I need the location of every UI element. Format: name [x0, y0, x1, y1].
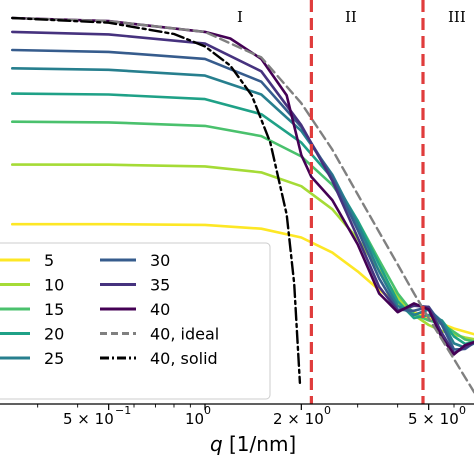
legend-entry-40: 40: [100, 300, 170, 319]
x-tick-label-3-exponent: 0: [459, 404, 466, 417]
legend-entry-40-solid: 40, solid: [100, 349, 218, 368]
legend-label-5: 5: [44, 251, 54, 270]
legend-label-40: 40: [150, 300, 170, 319]
legend-entry-35: 35: [100, 276, 170, 295]
x-tick-label-1-exponent: 0: [204, 404, 211, 417]
legend-label-25: 25: [44, 349, 64, 368]
x-tick-label-0-exponent: −1: [115, 404, 131, 417]
x-axis-label: q [1/nm]: [210, 432, 296, 456]
region-label-ii: II: [345, 8, 357, 26]
legend-entry-5: 5: [0, 251, 54, 270]
legend-entry-40-ideal: 40, ideal: [100, 325, 219, 344]
x-tick-label-0: 5 × 10 −1: [63, 404, 131, 428]
marker-layer: [309, 0, 425, 404]
legend-label-40-ideal: 40, ideal: [150, 325, 219, 344]
series-layer: [11, 16, 474, 395]
region-label-iii: III: [448, 8, 466, 26]
region-label-i: I: [237, 8, 243, 26]
x-tick-label-2: 2 × 10 0: [273, 404, 331, 428]
x-tick-label-2-exponent: 0: [324, 404, 331, 417]
legend-label-40-solid: 40, solid: [150, 349, 218, 368]
x-axis-label-unit: [1/nm]: [229, 432, 296, 456]
legend-entries: 5 10 15 20 25 30 35 40 40, ideal 40, solid: [0, 251, 219, 368]
x-tick-label-0-base: 5 × 10: [63, 410, 114, 428]
x-tick-label-1: 10 0: [185, 404, 211, 428]
series-line-30: [11, 48, 474, 351]
series-line-40-solid: [11, 16, 302, 384]
series-line-25: [11, 67, 474, 349]
legend-entry-15: 15: [0, 300, 64, 319]
x-tick-label-3-base: 5 × 10: [408, 410, 459, 428]
x-tick-label-1-base: 10: [185, 410, 204, 428]
x-axis-label-variable: q: [210, 432, 223, 456]
series-line-20: [11, 92, 474, 346]
legend-label-30: 30: [150, 251, 170, 270]
plot-area: [11, 0, 474, 404]
legend-entry-10: 10: [0, 276, 64, 295]
legend-label-20: 20: [44, 325, 64, 344]
legend-label-15: 15: [44, 300, 64, 319]
legend-entry-30: 30: [100, 251, 170, 270]
series-line-35: [11, 30, 474, 355]
series-line-40-ideal: [11, 16, 474, 395]
x-tick-label-2-base: 2 × 10: [273, 410, 324, 428]
x-tick-label-3: 5 × 10 0: [408, 404, 466, 428]
legend-box: [0, 242, 271, 400]
legend-entry-20: 20: [0, 325, 64, 344]
legend: 5 10 15 20 25 30 35 40 40, ideal 40, solid: [0, 242, 271, 400]
x-ticks: [37, 404, 455, 410]
legend-entry-25: 25: [0, 349, 64, 368]
legend-label-10: 10: [44, 276, 64, 295]
legend-label-35: 35: [150, 276, 170, 295]
